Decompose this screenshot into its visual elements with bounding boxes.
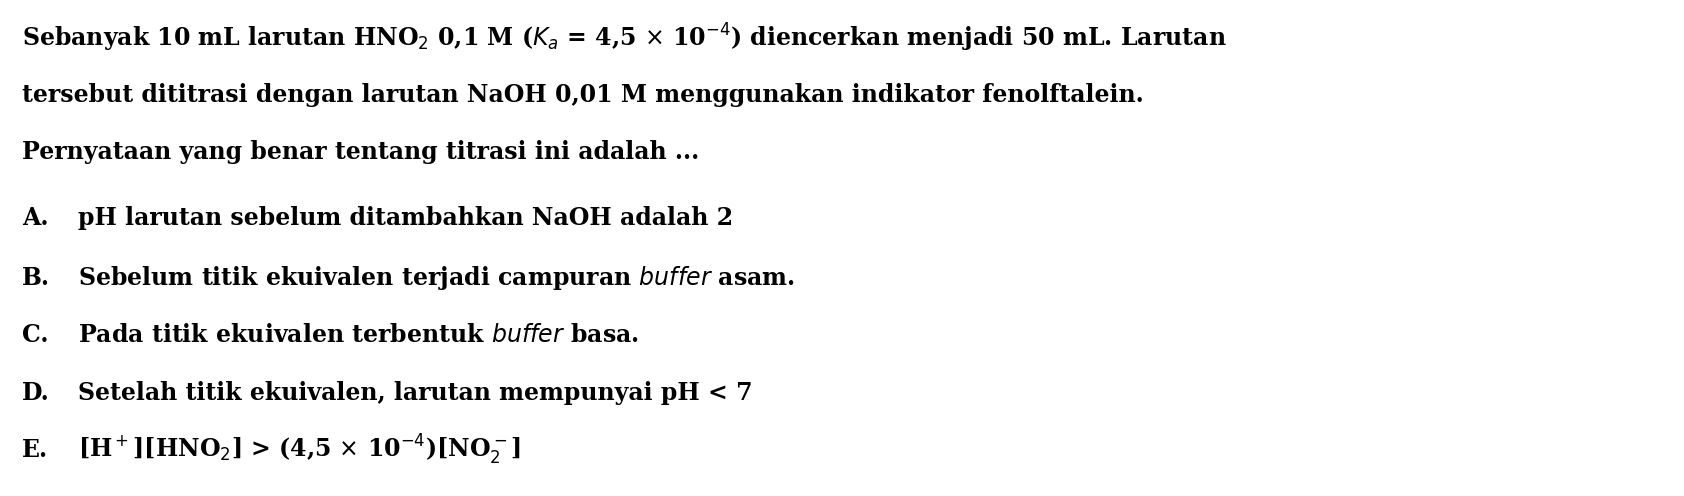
Text: Sebelum titik ekuivalen terjadi campuran $\mathit{buffer}$ asam.: Sebelum titik ekuivalen terjadi campuran… <box>77 264 795 292</box>
Text: E.: E. <box>22 438 49 462</box>
Text: Setelah titik ekuivalen, larutan mempunyai pH < 7: Setelah titik ekuivalen, larutan mempuny… <box>77 381 753 405</box>
Text: pH larutan sebelum ditambahkan NaOH adalah 2: pH larutan sebelum ditambahkan NaOH adal… <box>77 206 733 230</box>
Text: D.: D. <box>22 381 51 405</box>
Text: [H$^+$][HNO$_2$] > (4,5 $\times$ 10$^{-4}$)[NO$_2^-$]: [H$^+$][HNO$_2$] > (4,5 $\times$ 10$^{-4… <box>77 433 522 467</box>
Text: B.: B. <box>22 266 51 290</box>
Text: C.: C. <box>22 323 49 347</box>
Text: tersebut dititrasi dengan larutan NaOH 0,01 M menggunakan indikator fenolftalein: tersebut dititrasi dengan larutan NaOH 0… <box>22 83 1143 107</box>
Text: Pada titik ekuivalen terbentuk $\mathit{buffer}$ basa.: Pada titik ekuivalen terbentuk $\mathit{… <box>77 323 638 347</box>
Text: Pernyataan yang benar tentang titrasi ini adalah ...: Pernyataan yang benar tentang titrasi in… <box>22 140 699 164</box>
Text: Sebanyak 10 mL larutan HNO$_2$ 0,1 M ($K_a$ = 4,5 $\times$ 10$^{-4}$) diencerkan: Sebanyak 10 mL larutan HNO$_2$ 0,1 M ($K… <box>22 22 1226 54</box>
Text: A.: A. <box>22 206 49 230</box>
